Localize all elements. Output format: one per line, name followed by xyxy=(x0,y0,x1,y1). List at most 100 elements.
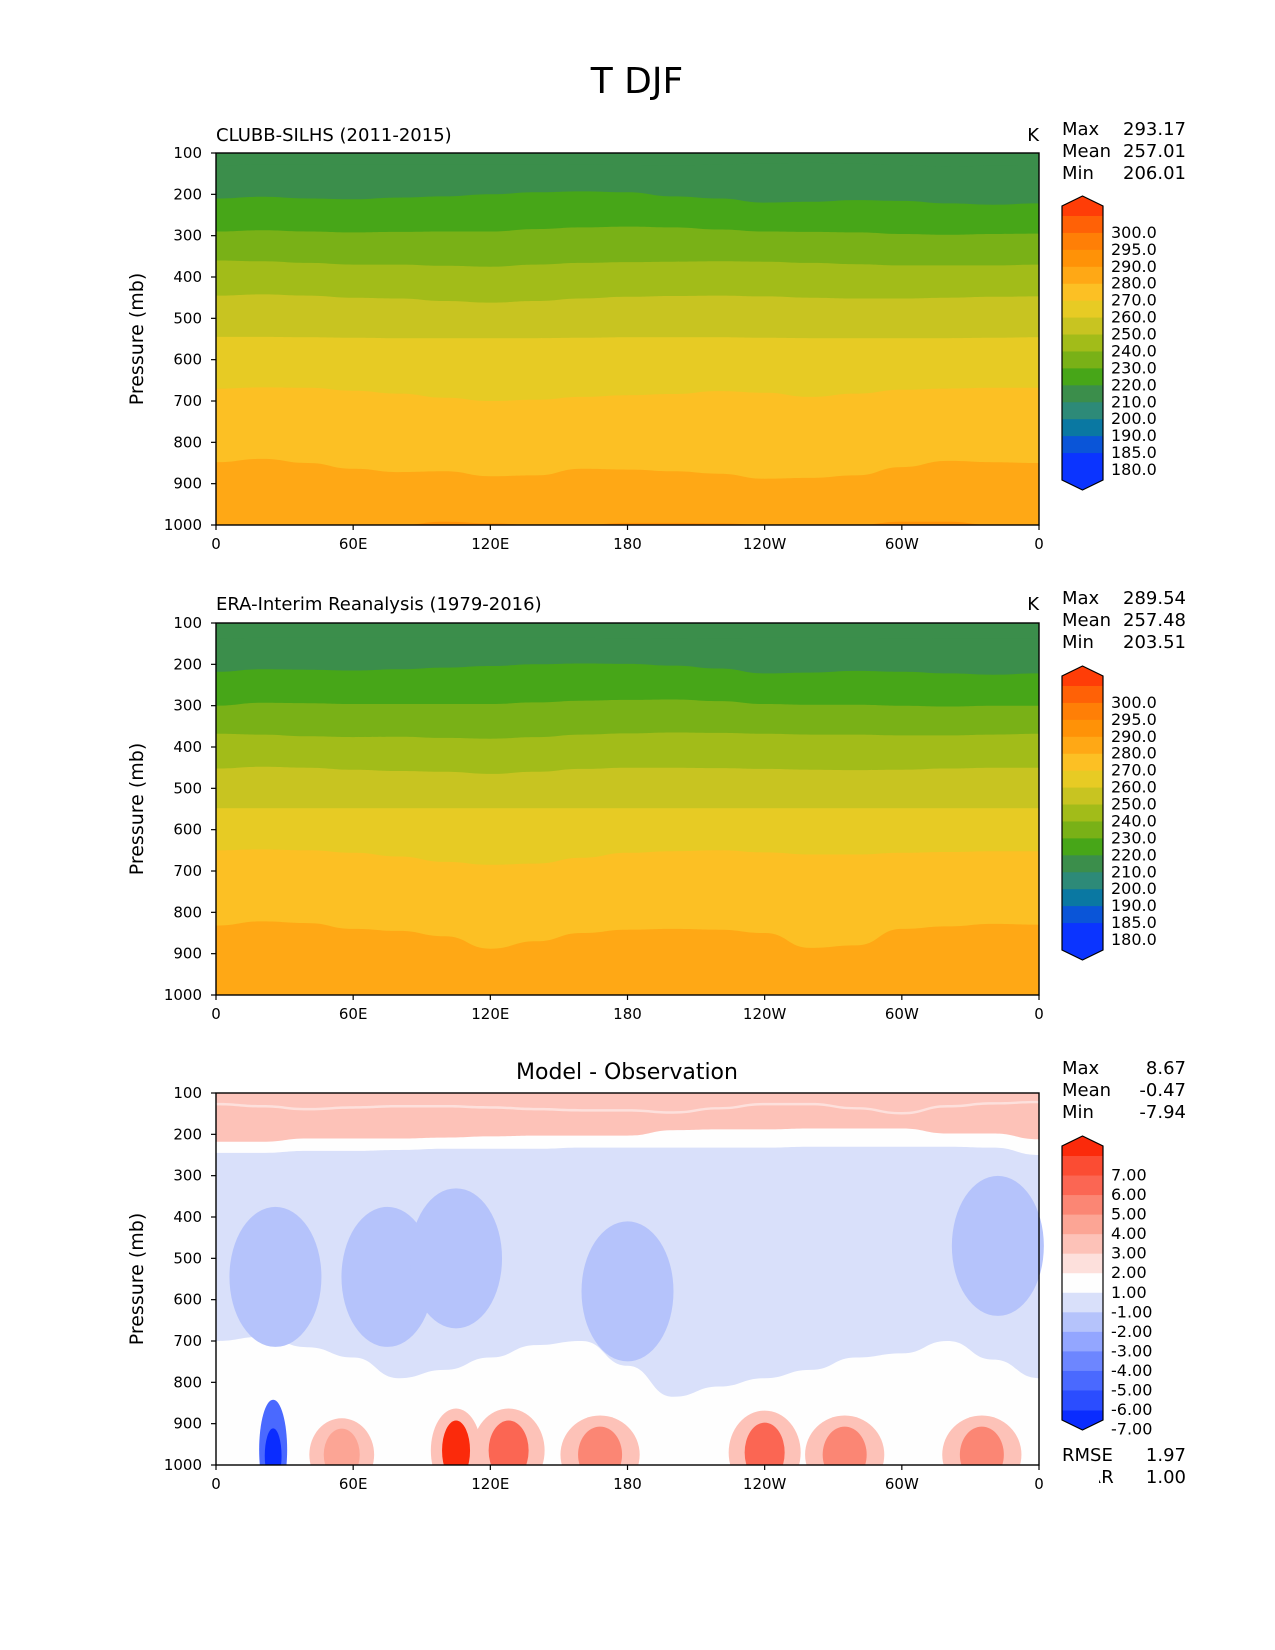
colorbar-swatch xyxy=(1062,770,1103,789)
colorbar-swatch xyxy=(1062,1370,1103,1391)
x-tick-label: 60E xyxy=(339,1005,368,1023)
stat-max-label: Max xyxy=(1062,588,1100,609)
x-tick-label: 120E xyxy=(471,1475,509,1493)
axes-1: 100 200 300 400 500 600 700 800 900 1000 0 60E 120E 1… xyxy=(164,614,1044,1023)
colorbar-label: 6.00 xyxy=(1111,1185,1147,1204)
colorbar-swatch xyxy=(1062,1234,1103,1255)
colorbar-label: -3.00 xyxy=(1111,1341,1152,1360)
stat-mean-label: Mean xyxy=(1062,610,1111,631)
stat-min-value: 203.51 xyxy=(1123,632,1186,653)
colorbar-swatch xyxy=(1062,419,1103,437)
panel-model-ylabel: Pressure (mb) xyxy=(126,273,148,406)
y-tick-label: 100 xyxy=(173,1084,202,1102)
colorbar-swatch xyxy=(1062,736,1103,755)
colorbar-swatch xyxy=(1062,906,1103,924)
colorbar-label: 300.0 xyxy=(1111,223,1157,242)
x-tick-label: 180 xyxy=(613,535,642,553)
colorbar-label: 210.0 xyxy=(1111,392,1157,411)
colorbar-swatch xyxy=(1062,1175,1103,1196)
colorbar-swatch xyxy=(1062,855,1103,873)
x-tick-label: 120W xyxy=(743,535,787,553)
metric-corr-value: 1.00 xyxy=(1146,1467,1186,1488)
colorbar-label: 270.0 xyxy=(1111,761,1157,780)
colorbar-label: 3.00 xyxy=(1111,1244,1147,1263)
y-tick-label: 200 xyxy=(173,655,202,673)
y-tick-label: 200 xyxy=(173,1125,202,1143)
x-tick-label: 0 xyxy=(1034,535,1044,553)
y-tick-label: 200 xyxy=(173,185,202,203)
colorbar-outline xyxy=(1061,1135,1104,1431)
colorbar-swatch xyxy=(1062,702,1103,721)
colorbar-swatch xyxy=(1062,351,1103,369)
heatmap-observation xyxy=(216,623,1039,995)
colorbar-extend-max xyxy=(1062,1136,1103,1156)
colorbar-swatch xyxy=(1062,266,1103,285)
model-stats: Max 293.17 Mean 257.01 Min 206.01 xyxy=(1062,119,1186,184)
colorbar-label: -4.00 xyxy=(1111,1361,1152,1380)
colorbar-label: 220.0 xyxy=(1111,375,1157,394)
colorbar-swatch xyxy=(1062,1273,1103,1294)
y-tick-label: 300 xyxy=(173,1167,202,1185)
colorbar-label: 180.0 xyxy=(1111,930,1157,949)
colorbar-extend-min xyxy=(1062,940,1103,960)
y-tick-label: 100 xyxy=(173,144,202,162)
colorbar-swatch xyxy=(1062,1331,1103,1352)
y-tick-label: 900 xyxy=(173,1415,202,1433)
colorbar-swatch xyxy=(1062,1156,1103,1177)
colorbar-extend-min xyxy=(1062,1410,1103,1430)
y-tick-label: 800 xyxy=(173,1373,202,1391)
colorbar-label: -1.00 xyxy=(1111,1302,1152,1321)
colorbar-swatch xyxy=(1062,334,1103,352)
stat-min-label: Min xyxy=(1062,163,1094,184)
heatmap-model xyxy=(216,153,1039,525)
colorbar-label: -2.00 xyxy=(1111,1322,1152,1341)
x-tick-label: 60W xyxy=(885,1005,919,1023)
metric-rmse-label: RMSE xyxy=(1062,1445,1113,1466)
cold-anomaly xyxy=(581,1221,674,1362)
y-tick-label: 600 xyxy=(173,351,202,369)
stat-max-value: 8.67 xyxy=(1146,1058,1186,1079)
colorbar-swatch xyxy=(1062,1292,1103,1313)
heatmap-band xyxy=(216,521,1039,525)
colorbar-outline xyxy=(1061,195,1104,491)
colorbar-label: 7.00 xyxy=(1111,1166,1147,1185)
y-tick-label: 600 xyxy=(173,1291,202,1309)
x-tick-label: 120E xyxy=(471,1005,509,1023)
colorbar-extend-max xyxy=(1062,196,1103,216)
colorbar-0: 300.0295.0290.0280.0270.0260.0250.0240.0… xyxy=(1061,195,1157,491)
stat-max-label: Max xyxy=(1062,119,1100,140)
colorbar-label: 210.0 xyxy=(1111,862,1157,881)
colorbar-outline xyxy=(1061,665,1104,961)
panel-observation-units: K xyxy=(1027,594,1040,615)
colorbar-swatch xyxy=(1062,453,1103,471)
panel-observation-title: ERA-Interim Reanalysis (1979-2016) xyxy=(216,594,542,615)
colorbar-swatch xyxy=(1062,402,1103,420)
cold-anomaly xyxy=(410,1188,503,1329)
colorbar-swatch xyxy=(1062,821,1103,839)
y-tick-label: 400 xyxy=(173,1208,202,1226)
colorbar-label: 1.00 xyxy=(1111,1283,1147,1302)
colorbar-label: 290.0 xyxy=(1111,257,1157,276)
colorbar-swatch xyxy=(1062,923,1103,941)
y-tick-label: 100 xyxy=(173,614,202,632)
colorbar-label: 250.0 xyxy=(1111,325,1157,344)
colorbar-swatch xyxy=(1062,216,1103,234)
stat-mean-value: 257.48 xyxy=(1123,610,1186,631)
y-tick-label: 1000 xyxy=(164,516,202,534)
colorbar-extend-max xyxy=(1062,666,1103,686)
colorbar-2: 7.006.005.004.003.002.001.00-1.00-2.00-3… xyxy=(1061,1135,1152,1439)
stat-min-value: -7.94 xyxy=(1139,1102,1186,1123)
colorbar-swatch xyxy=(1062,436,1103,454)
colorbar-label: 230.0 xyxy=(1111,828,1157,847)
colorbar-label: 270.0 xyxy=(1111,291,1157,310)
y-tick-label: 700 xyxy=(173,1332,202,1350)
colorbar-label: 290.0 xyxy=(1111,727,1157,746)
x-tick-label: 0 xyxy=(1034,1475,1044,1493)
colorbar-swatch xyxy=(1062,1312,1103,1333)
colorbar-label: 280.0 xyxy=(1111,274,1157,293)
stat-mean-value: -0.47 xyxy=(1139,1080,1186,1101)
stat-mean-label: Mean xyxy=(1062,1080,1111,1101)
colorbar-swatch xyxy=(1062,249,1103,268)
colorbar-label: 295.0 xyxy=(1111,710,1157,729)
